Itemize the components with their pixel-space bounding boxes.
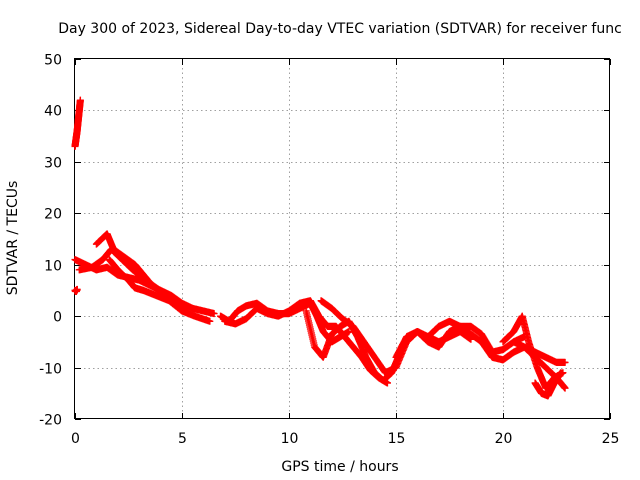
plot-frame: [74, 58, 610, 419]
series-seg-early-high: [71, 96, 84, 150]
y-tick-label: 0: [53, 310, 62, 326]
data-point: [557, 369, 565, 377]
series-sat-l: [510, 338, 569, 392]
x-tick-label: 15: [388, 431, 406, 447]
series-seg-early-low: [71, 285, 81, 295]
x-axis-label: GPS time / hours: [281, 459, 398, 475]
data-point: [561, 358, 569, 366]
x-tick-label: 5: [178, 431, 187, 447]
axis-ticks: 0 5 10 15 20 25 -20 -10 0 10 20 30 40 50: [39, 53, 619, 448]
series-sat-d: [105, 256, 214, 325]
y-tick-label: 50: [44, 53, 62, 69]
y-tick-label: 10: [44, 259, 62, 275]
x-tick-label: 0: [71, 431, 80, 447]
grid: [75, 59, 610, 419]
y-tick-label: 30: [44, 156, 62, 172]
series-sat-j: [424, 317, 569, 366]
y-axis-label: SDTVAR / TECUs: [5, 181, 21, 296]
data-point: [210, 310, 218, 318]
data-point: [206, 317, 214, 325]
data-point: [76, 96, 84, 104]
series-sat-m: [531, 369, 565, 400]
x-tick-label: 20: [495, 431, 513, 447]
y-tick-label: 20: [44, 207, 62, 223]
y-tick-label: 40: [44, 104, 62, 120]
chart-title: Day 300 of 2023, Sidereal Day-to-day VTE…: [58, 21, 622, 37]
data-points: [71, 96, 569, 400]
data-point: [73, 285, 81, 293]
x-tick-label: 25: [602, 431, 620, 447]
data-point: [561, 384, 569, 392]
y-tick-label: -20: [39, 413, 62, 429]
data-point: [383, 379, 391, 387]
y-tick-label: -10: [39, 362, 62, 378]
x-tick-label: 10: [281, 431, 299, 447]
